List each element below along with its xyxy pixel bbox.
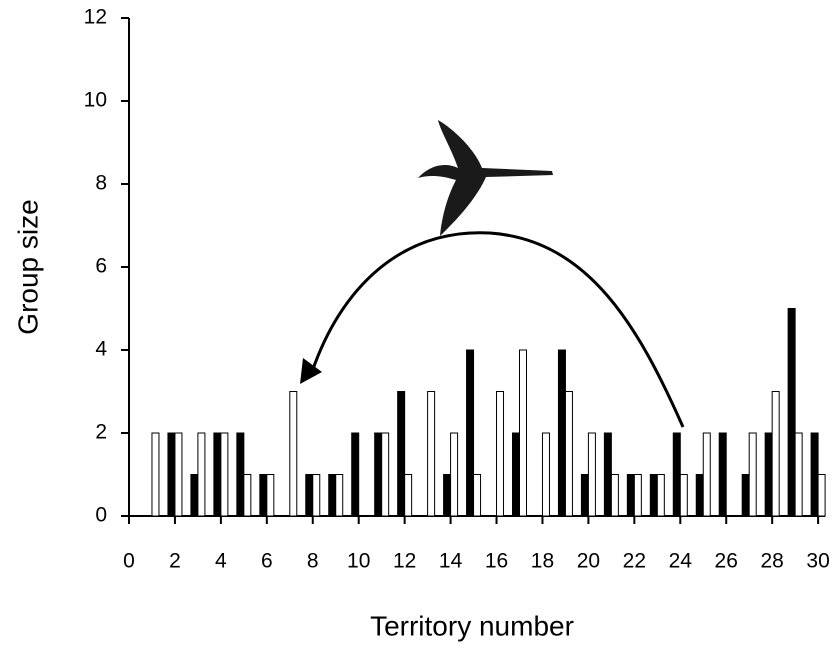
bar	[220, 432, 229, 517]
x-tick-label: 18	[531, 550, 554, 573]
bar	[771, 391, 780, 517]
x-tick-label: 4	[215, 550, 227, 573]
x-tick-label: 10	[347, 550, 370, 573]
annotation-arrow	[300, 231, 685, 428]
bar	[496, 391, 505, 517]
bar	[197, 432, 206, 517]
bar	[794, 432, 803, 517]
x-tick-label: 16	[485, 550, 508, 573]
x-tick-label: 14	[439, 550, 463, 573]
bar	[518, 349, 527, 517]
bar	[511, 432, 520, 517]
y-tick-label: 12	[84, 6, 107, 29]
bar	[381, 432, 390, 517]
bar	[718, 432, 727, 517]
bar	[695, 474, 704, 517]
bar	[603, 432, 612, 517]
bar	[259, 474, 268, 517]
bar	[610, 474, 619, 517]
bar	[466, 349, 475, 517]
bar	[810, 432, 819, 517]
bar	[741, 474, 750, 517]
x-axis-title: Territory number	[370, 610, 574, 641]
bar	[404, 474, 413, 517]
bar	[190, 474, 199, 517]
y-tick-label: 10	[84, 89, 107, 112]
bar	[236, 432, 245, 517]
bar	[541, 432, 550, 517]
y-axis-title: Group size	[12, 199, 43, 334]
x-tick-label: 12	[393, 550, 416, 573]
x-tick-label: 20	[577, 550, 600, 573]
bar	[633, 474, 642, 517]
bar	[702, 432, 711, 517]
bar	[564, 391, 573, 517]
bar	[174, 432, 183, 517]
bar	[335, 474, 344, 517]
bar	[580, 474, 589, 517]
y-tick-label: 2	[95, 421, 107, 444]
x-tick-label: 8	[307, 550, 319, 573]
y-tick-label: 6	[95, 255, 107, 278]
bar	[587, 432, 596, 517]
bar	[266, 474, 275, 517]
bar	[656, 474, 665, 517]
bar	[374, 432, 383, 517]
x-tick-label: 26	[715, 550, 738, 573]
y-tick-label: 4	[95, 338, 107, 361]
bar	[397, 391, 406, 517]
bar	[817, 474, 826, 517]
bar	[328, 474, 337, 517]
bar	[243, 474, 252, 517]
bar	[764, 432, 773, 517]
bar	[213, 432, 222, 517]
bar	[289, 391, 298, 517]
y-tick-label: 0	[95, 504, 107, 527]
bar	[679, 474, 688, 517]
bar	[626, 474, 635, 517]
y-tick-label: 8	[95, 172, 107, 195]
bar	[427, 391, 436, 517]
bar	[473, 474, 482, 517]
bird-silhouette	[418, 120, 553, 236]
bar	[167, 432, 176, 517]
bar	[312, 474, 321, 517]
bar	[787, 308, 796, 517]
bar	[151, 432, 160, 517]
bar	[450, 432, 459, 517]
x-tick-label: 22	[623, 550, 646, 573]
x-tick-label: 6	[261, 550, 273, 573]
x-tick-label: 24	[669, 550, 693, 573]
x-tick-label: 2	[169, 550, 181, 573]
bar	[672, 432, 681, 517]
x-tick-label: 28	[760, 550, 783, 573]
x-tick-label: 0	[123, 550, 135, 573]
x-tick-label: 30	[806, 550, 829, 573]
bar	[557, 349, 566, 517]
bar	[351, 432, 360, 517]
bar	[748, 432, 757, 517]
bar	[649, 474, 658, 517]
bar	[443, 474, 452, 517]
bar	[305, 474, 314, 517]
